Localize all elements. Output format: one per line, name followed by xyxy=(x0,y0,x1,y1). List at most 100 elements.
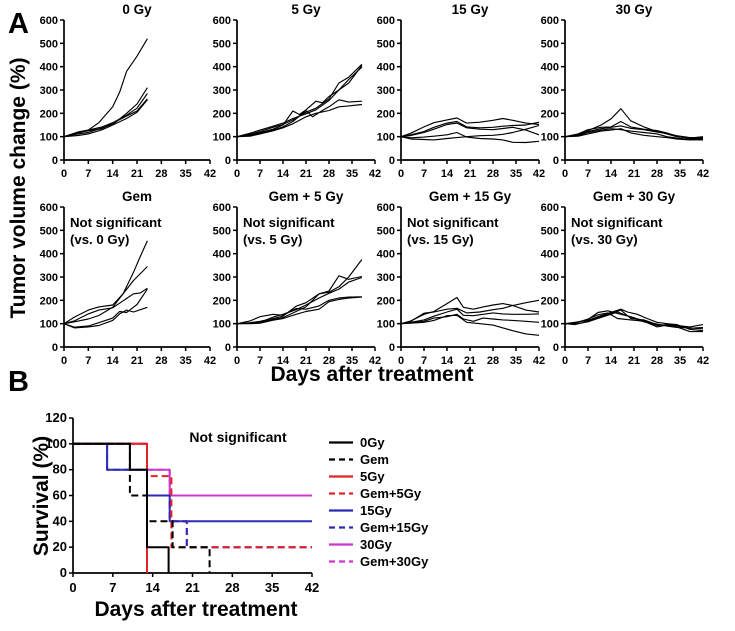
svg-text:500: 500 xyxy=(213,38,231,50)
svg-text:28: 28 xyxy=(651,355,663,367)
legend-label: Gem+15Gy xyxy=(360,520,429,535)
svg-text:28: 28 xyxy=(487,355,499,367)
svg-text:600: 600 xyxy=(541,202,559,214)
svg-text:42: 42 xyxy=(369,355,381,367)
svg-text:400: 400 xyxy=(377,62,395,74)
svg-text:35: 35 xyxy=(346,168,358,180)
svg-text:100: 100 xyxy=(541,319,559,331)
survival-curve-Gem+15Gy xyxy=(73,442,312,549)
svg-text:28: 28 xyxy=(225,580,239,595)
svg-text:200: 200 xyxy=(40,295,58,307)
legend-line-icon xyxy=(329,492,353,495)
svg-text:14: 14 xyxy=(605,355,618,367)
svg-text:400: 400 xyxy=(213,249,231,261)
svg-text:0: 0 xyxy=(234,355,240,367)
svg-text:7: 7 xyxy=(109,580,116,595)
svg-text:0: 0 xyxy=(60,565,67,580)
svg-text:42: 42 xyxy=(533,168,545,180)
svg-text:0 Gy: 0 Gy xyxy=(122,2,152,17)
svg-text:Not significant: Not significant xyxy=(407,215,499,230)
svg-text:35: 35 xyxy=(180,168,192,180)
svg-text:Not significant: Not significant xyxy=(70,215,162,230)
svg-text:400: 400 xyxy=(541,62,559,74)
svg-text:14: 14 xyxy=(277,168,290,180)
svg-text:7: 7 xyxy=(421,355,427,367)
svg-text:21: 21 xyxy=(131,355,143,367)
svg-text:200: 200 xyxy=(541,108,559,120)
svg-text:14: 14 xyxy=(107,168,120,180)
legend-item-30Gy: 30Gy xyxy=(328,536,428,553)
svg-text:400: 400 xyxy=(40,249,58,261)
svg-text:7: 7 xyxy=(421,168,427,180)
svg-text:35: 35 xyxy=(674,355,686,367)
svg-text:600: 600 xyxy=(40,15,58,27)
legend-line-icon xyxy=(329,560,353,563)
svg-text:600: 600 xyxy=(541,15,559,27)
svg-text:600: 600 xyxy=(377,202,395,214)
svg-text:35: 35 xyxy=(510,355,522,367)
svg-text:200: 200 xyxy=(213,295,231,307)
legend-item-Gem+5Gy: Gem+5Gy xyxy=(328,485,428,502)
panel-b-annotation: Not significant xyxy=(189,429,287,445)
legend-label: Gem+30Gy xyxy=(360,554,429,569)
svg-text:28: 28 xyxy=(323,355,335,367)
svg-text:500: 500 xyxy=(377,225,395,237)
svg-text:42: 42 xyxy=(533,355,545,367)
survival-curve-0Gy xyxy=(73,442,170,573)
svg-text:200: 200 xyxy=(377,295,395,307)
svg-text:100: 100 xyxy=(45,436,67,451)
svg-text:100: 100 xyxy=(377,319,395,331)
svg-text:600: 600 xyxy=(377,15,395,27)
svg-text:7: 7 xyxy=(585,168,591,180)
svg-text:14: 14 xyxy=(605,168,618,180)
svg-text:600: 600 xyxy=(40,202,58,214)
svg-text:80: 80 xyxy=(53,462,67,477)
svg-text:21: 21 xyxy=(628,168,640,180)
svg-text:100: 100 xyxy=(213,132,231,144)
survival-curve-Gem xyxy=(73,442,211,573)
legend-label: 5Gy xyxy=(360,469,385,484)
svg-text:0: 0 xyxy=(61,168,67,180)
svg-text:14: 14 xyxy=(441,168,454,180)
svg-text:28: 28 xyxy=(155,168,167,180)
legend-item-Gem: Gem xyxy=(328,451,428,468)
svg-text:42: 42 xyxy=(697,168,709,180)
legend-line-icon xyxy=(329,475,353,478)
svg-text:500: 500 xyxy=(213,225,231,237)
survival-curve-5Gy xyxy=(73,442,148,573)
svg-text:5 Gy: 5 Gy xyxy=(291,2,321,17)
svg-text:0: 0 xyxy=(61,355,67,367)
svg-text:21: 21 xyxy=(464,168,476,180)
svg-text:7: 7 xyxy=(585,355,591,367)
svg-text:35: 35 xyxy=(674,168,686,180)
svg-text:200: 200 xyxy=(541,295,559,307)
svg-text:500: 500 xyxy=(377,38,395,50)
svg-text:500: 500 xyxy=(40,225,58,237)
svg-text:(vs. 5 Gy): (vs. 5 Gy) xyxy=(243,232,302,247)
legend-item-15Gy: 15Gy xyxy=(328,502,428,519)
svg-text:(vs. 30 Gy): (vs. 30 Gy) xyxy=(571,232,638,247)
svg-text:500: 500 xyxy=(40,38,58,50)
survival-legend: 0Gy Gem 5Gy Gem+5Gy 15Gy Gem+15Gy 30Gy Gem+30Gy xyxy=(328,434,428,570)
svg-text:200: 200 xyxy=(40,108,58,120)
svg-text:300: 300 xyxy=(541,85,559,97)
svg-text:Gem + 5 Gy: Gem + 5 Gy xyxy=(269,189,344,204)
svg-text:21: 21 xyxy=(300,168,312,180)
svg-text:400: 400 xyxy=(377,249,395,261)
svg-text:0: 0 xyxy=(562,168,568,180)
legend-item-5Gy: 5Gy xyxy=(328,468,428,485)
svg-text:0: 0 xyxy=(553,155,559,167)
panel-b-x-axis-label: Days after treatment xyxy=(94,598,298,621)
svg-text:300: 300 xyxy=(541,272,559,284)
svg-text:0: 0 xyxy=(553,342,559,354)
panel-b-letter: B xyxy=(8,366,29,398)
svg-text:Gem + 30 Gy: Gem + 30 Gy xyxy=(593,189,676,204)
svg-text:100: 100 xyxy=(377,132,395,144)
legend-item-0Gy: 0Gy xyxy=(328,434,428,451)
legend-item-Gem+15Gy: Gem+15Gy xyxy=(328,519,428,536)
legend-line-icon xyxy=(329,441,353,444)
svg-text:28: 28 xyxy=(651,168,663,180)
panel-a-x-axis-label: Days after treatment xyxy=(270,363,474,386)
legend-label: 30Gy xyxy=(360,537,392,552)
